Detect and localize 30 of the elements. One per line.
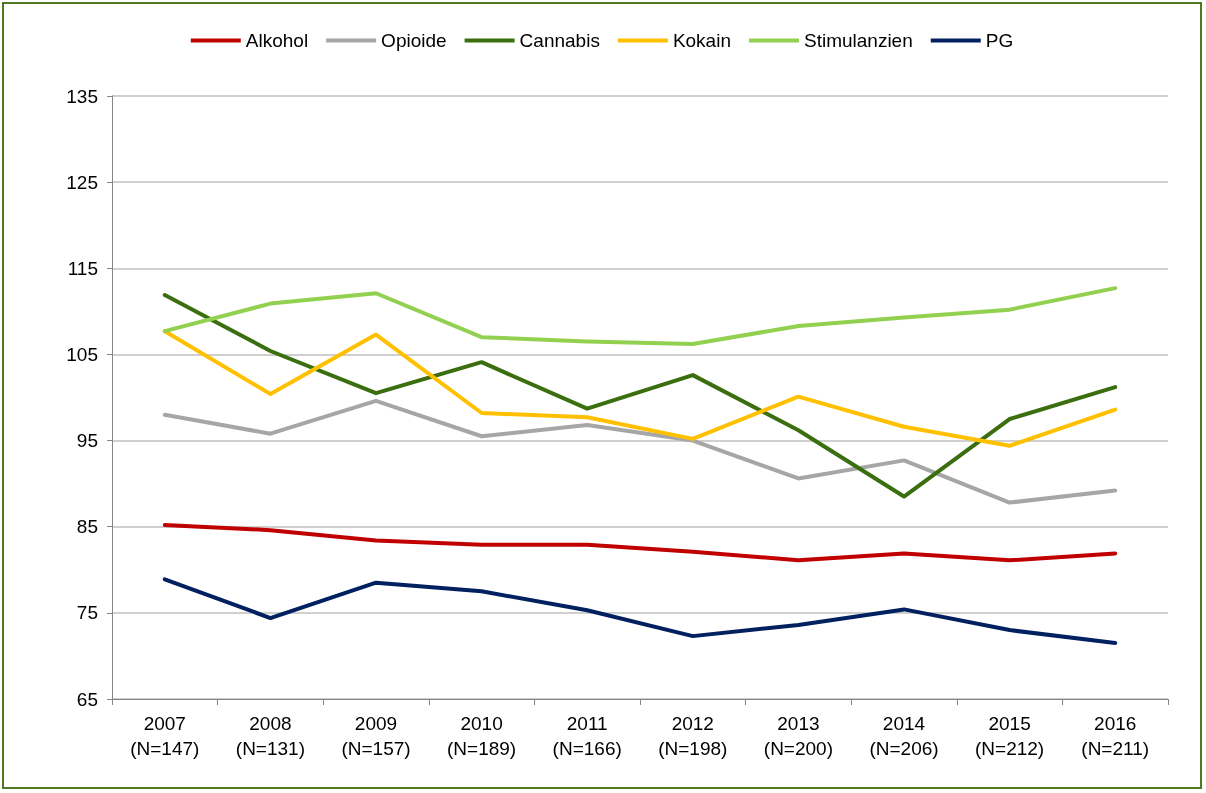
x-tick-label: 2013 (N=200) — [763, 713, 833, 759]
x-tick-label: 2009 (N=157) — [341, 713, 411, 759]
y-tick-label: 135 — [66, 85, 98, 107]
x-tick-label: 2014 (N=206) — [869, 713, 939, 759]
legend-label: Kokain — [672, 30, 731, 51]
line-series — [162, 292, 1118, 499]
line-series — [162, 286, 1118, 347]
line-series — [162, 522, 1118, 563]
y-tick-label: 115 — [67, 257, 98, 279]
line-series — [162, 398, 1118, 505]
x-tick-label: 2016 (N=211) — [1081, 713, 1150, 759]
x-tick-label: 2007 (N=147) — [130, 713, 200, 759]
legend-label: Opioide — [381, 30, 447, 51]
legend-label: Stimulanzien — [803, 30, 913, 51]
line-series — [162, 577, 1118, 646]
x-tick-label: 2011 (N=166) — [552, 713, 622, 759]
y-tick-label: 85 — [76, 516, 98, 538]
x-tick-label: 2012 (N=198) — [658, 713, 728, 759]
x-tick-label: 2010 (N=189) — [447, 713, 517, 759]
x-tick-label: 2008 (N=131) — [235, 713, 305, 759]
y-tick-label: 105 — [66, 343, 98, 365]
y-tick-label: 125 — [66, 171, 98, 193]
line-series — [162, 329, 1118, 448]
y-tick-label: 95 — [76, 430, 98, 452]
legend-label: Alkohol — [245, 30, 309, 51]
y-tick-label: 65 — [76, 688, 98, 710]
legend-label: PG — [985, 30, 1014, 51]
y-tick-label: 75 — [76, 602, 98, 624]
x-tick-label: 2015 (N=212) — [975, 713, 1045, 759]
legend-label: Cannabis — [519, 30, 600, 51]
